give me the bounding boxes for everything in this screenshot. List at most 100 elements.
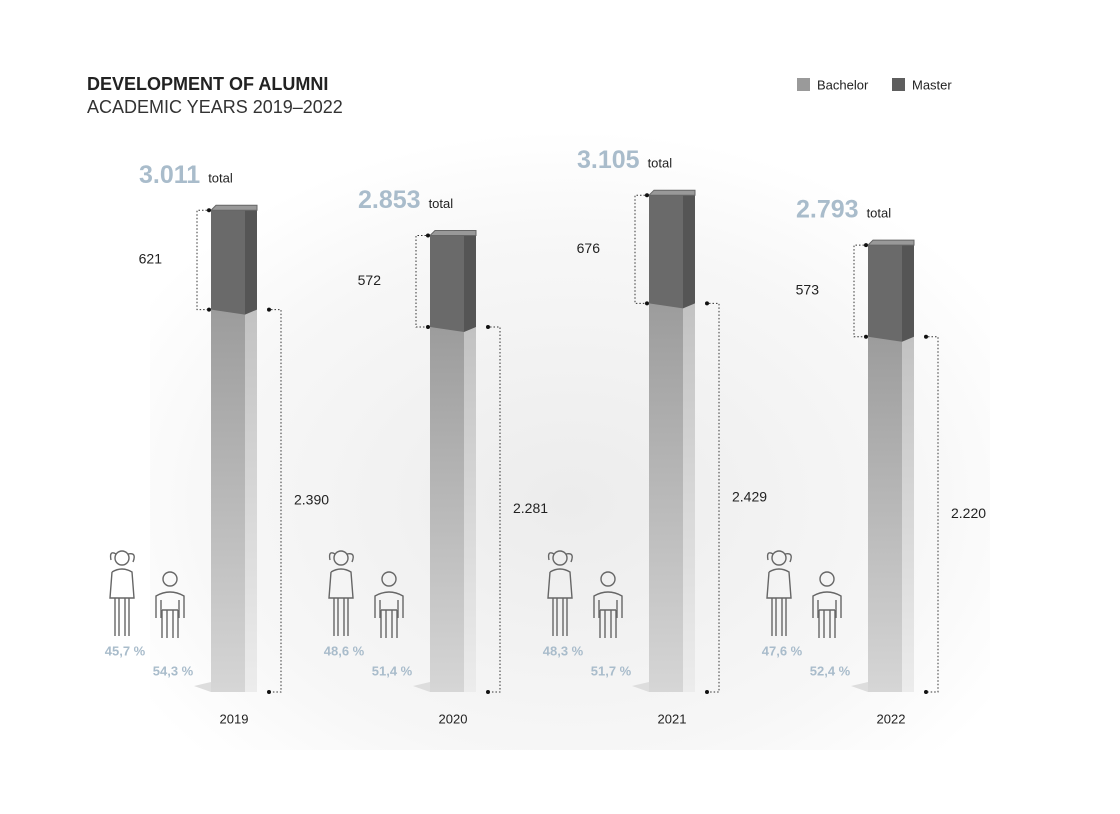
x-tick-label: 2020 — [439, 711, 468, 726]
bracket-dot — [645, 193, 649, 198]
icon-part — [155, 591, 185, 638]
icon-part — [114, 550, 130, 566]
bracket-dot — [426, 233, 430, 238]
bar-cap — [428, 230, 477, 237]
bar-bachelor-front — [430, 327, 464, 692]
female-share: 48,6 % — [324, 643, 365, 658]
bachelor-label: 2.220 — [951, 505, 986, 521]
bracket-dot — [207, 208, 211, 213]
male-icon — [812, 571, 842, 638]
icon-part — [771, 550, 787, 566]
x-tick-label: 2022 — [877, 711, 906, 726]
background — [150, 130, 990, 750]
bachelor-label: 2.281 — [513, 500, 548, 516]
bar-bachelor-front — [649, 303, 683, 692]
bachelor-label: 2.429 — [732, 488, 767, 504]
icon-part — [162, 571, 178, 587]
bracket-dot — [486, 690, 490, 694]
total-value: 3.105 — [577, 146, 640, 174]
bar-master-side — [683, 195, 695, 309]
bracket-dot — [705, 690, 709, 694]
female-icon — [328, 550, 354, 636]
icon-part — [600, 571, 616, 587]
male-share: 51,7 % — [591, 663, 632, 678]
x-tick-label: 2019 — [220, 711, 249, 726]
female-share: 45,7 % — [105, 643, 146, 658]
icon-part — [766, 568, 792, 636]
bar-shadow — [194, 682, 211, 692]
bar-cap — [209, 204, 258, 211]
icon-part — [328, 568, 354, 636]
total-value: 3.011 — [139, 161, 200, 189]
bar-master-front — [211, 210, 245, 315]
master-label: 572 — [358, 272, 382, 288]
bar-bachelor-side — [464, 327, 476, 692]
master-label: 621 — [139, 251, 163, 267]
bracket-dot — [207, 307, 211, 312]
bar-master-front — [649, 195, 683, 309]
icon-part — [381, 571, 397, 587]
icon-part — [593, 591, 623, 638]
master-label: 573 — [796, 282, 820, 298]
bracket-dot — [645, 301, 649, 306]
legend-swatch — [892, 78, 905, 91]
total-value: 2.793 — [796, 196, 859, 224]
total-word: total — [867, 206, 892, 221]
total-word: total — [208, 171, 233, 186]
bar-cap — [866, 239, 915, 246]
female-icon — [547, 550, 573, 636]
total-word: total — [648, 156, 673, 171]
bracket-dot — [924, 690, 928, 694]
chart-title: DEVELOPMENT OF ALUMNI — [87, 74, 328, 94]
bar-master-side — [902, 245, 914, 342]
bracket — [634, 194, 645, 304]
bar-bachelor-side — [683, 303, 695, 692]
legend-swatch — [797, 78, 810, 91]
bracket-dot — [864, 334, 868, 339]
legend-label: Bachelor — [817, 77, 869, 92]
icon-part — [109, 552, 135, 563]
male-icon — [593, 571, 623, 638]
bar-bachelor-front — [868, 336, 902, 692]
female-icon — [766, 550, 792, 636]
bar-master-side — [464, 235, 476, 333]
icon-part — [109, 568, 135, 636]
bracket — [415, 235, 426, 328]
bracket — [490, 326, 501, 693]
male-share: 54,3 % — [153, 663, 194, 678]
icon-part — [766, 552, 792, 563]
bar-master-front — [868, 245, 902, 342]
total-value: 2.853 — [358, 186, 421, 214]
male-share: 51,4 % — [372, 663, 413, 678]
x-tick-label: 2021 — [658, 711, 687, 726]
male-icon — [155, 571, 185, 638]
bracket-dot — [426, 325, 430, 330]
icon-part — [819, 571, 835, 587]
bracket-dot — [924, 334, 928, 339]
bracket — [709, 302, 720, 693]
icon-part — [333, 550, 349, 566]
bracket — [196, 209, 207, 311]
bracket-dot — [705, 301, 709, 306]
icon-part — [552, 550, 568, 566]
bracket — [271, 309, 282, 693]
bar-cap — [647, 189, 696, 196]
bracket-dot — [486, 325, 490, 330]
bar-shadow — [413, 682, 430, 692]
bracket-dot — [267, 690, 271, 694]
icon-part — [812, 591, 842, 638]
male-icon — [374, 571, 404, 638]
bracket — [853, 244, 864, 338]
bar-bachelor-front — [211, 309, 245, 692]
female-share: 48,3 % — [543, 643, 584, 658]
bracket-dot — [864, 243, 868, 248]
bar-shadow — [851, 682, 868, 692]
female-icon — [109, 550, 135, 636]
icon-part — [328, 552, 354, 563]
bar-bachelor-side — [245, 309, 257, 692]
icon-part — [547, 568, 573, 636]
bar-master-front — [430, 235, 464, 333]
bar-bachelor-side — [902, 336, 914, 692]
bar-shadow — [632, 682, 649, 692]
